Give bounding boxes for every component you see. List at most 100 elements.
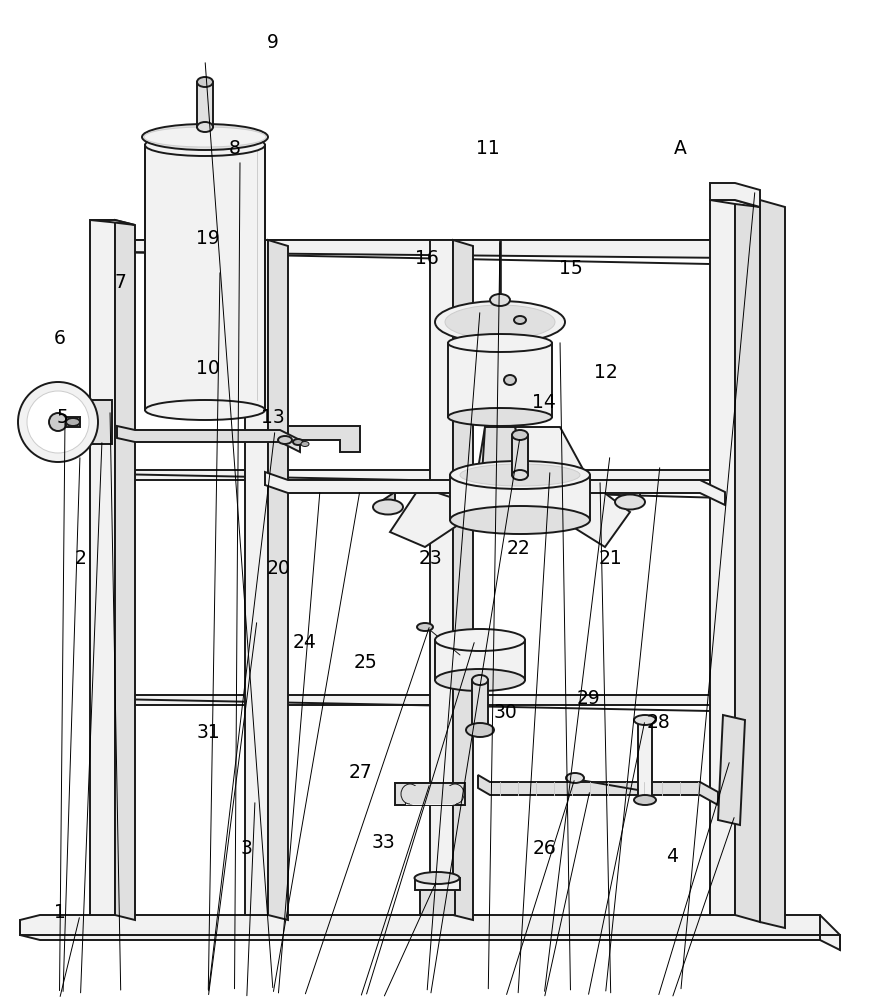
Text: 25: 25 [354,653,378,672]
Text: 4: 4 [666,846,678,865]
Text: 1: 1 [53,903,66,922]
Text: 24: 24 [292,633,317,652]
Bar [472,680,488,730]
Ellipse shape [417,623,433,631]
Bar [145,145,265,410]
Polygon shape [110,689,760,717]
Text: 29: 29 [576,688,600,708]
Bar [405,797,455,805]
Ellipse shape [446,784,464,804]
Text: 31: 31 [196,722,220,742]
Ellipse shape [435,301,565,343]
Ellipse shape [373,499,403,514]
Polygon shape [710,200,735,915]
Text: 10: 10 [196,359,220,377]
Text: 33: 33 [371,832,396,851]
Polygon shape [710,183,760,207]
Ellipse shape [18,382,98,462]
Text: 2: 2 [74,548,87,568]
Ellipse shape [435,669,525,691]
Polygon shape [380,492,395,512]
Polygon shape [453,240,473,920]
Polygon shape [110,240,760,265]
Polygon shape [620,487,640,507]
Polygon shape [268,240,288,920]
Ellipse shape [512,430,528,440]
Ellipse shape [450,506,590,534]
Bar [420,885,455,915]
Text: 22: 22 [506,538,530,558]
Bar [197,82,213,127]
Polygon shape [115,220,135,920]
Polygon shape [117,426,300,452]
Text: 20: 20 [266,558,290,577]
Ellipse shape [512,470,528,480]
Ellipse shape [301,442,309,446]
Ellipse shape [490,294,510,306]
Polygon shape [90,220,115,915]
Ellipse shape [450,461,590,489]
Text: 16: 16 [415,248,439,267]
Ellipse shape [514,316,526,324]
Bar [410,786,456,804]
Bar [450,475,590,520]
Ellipse shape [460,464,580,486]
Polygon shape [760,200,785,928]
Text: 7: 7 [115,272,127,292]
Polygon shape [110,464,760,492]
Text: 11: 11 [476,138,500,157]
Ellipse shape [197,77,213,87]
Text: 30: 30 [493,702,518,721]
Text: 9: 9 [267,32,279,51]
Polygon shape [88,400,112,444]
Bar [448,342,552,417]
Text: 14: 14 [532,392,556,412]
Text: 13: 13 [261,408,285,427]
Ellipse shape [144,127,266,147]
Polygon shape [718,715,745,825]
Ellipse shape [415,872,459,884]
Polygon shape [430,240,453,915]
Text: 27: 27 [348,762,373,782]
Polygon shape [390,427,510,547]
Polygon shape [735,200,760,922]
Text: 28: 28 [646,712,670,732]
Polygon shape [710,200,760,207]
Bar [395,783,465,805]
Ellipse shape [466,723,494,737]
Ellipse shape [448,334,552,352]
Text: 19: 19 [196,229,220,247]
Ellipse shape [145,400,265,420]
Ellipse shape [472,675,488,685]
Polygon shape [288,426,360,452]
Ellipse shape [435,629,525,651]
Ellipse shape [504,375,516,385]
Ellipse shape [401,784,419,804]
Ellipse shape [27,391,89,453]
Text: 26: 26 [532,838,556,857]
Text: 23: 23 [418,548,443,568]
Ellipse shape [634,715,656,725]
Ellipse shape [49,413,67,431]
Ellipse shape [634,795,656,805]
Polygon shape [50,404,90,440]
Bar [415,878,460,890]
Ellipse shape [615,494,645,510]
Bar [66,417,80,427]
Polygon shape [20,915,840,950]
Bar [638,720,652,797]
Polygon shape [478,775,718,805]
Bar [435,640,525,680]
Polygon shape [90,220,135,225]
Ellipse shape [448,408,552,426]
Text: 8: 8 [228,138,241,157]
Polygon shape [245,240,268,915]
Text: 6: 6 [53,329,66,348]
Text: 21: 21 [598,548,623,568]
Text: 12: 12 [593,362,618,381]
Ellipse shape [197,122,213,132]
Polygon shape [470,427,530,517]
Polygon shape [265,472,725,505]
Polygon shape [515,427,630,547]
Text: 15: 15 [558,258,583,277]
